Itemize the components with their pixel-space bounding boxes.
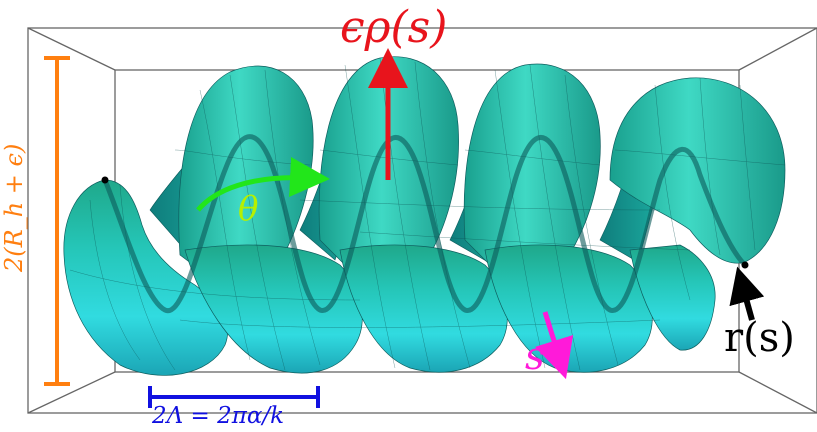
centerline-label: r(s) [724,315,795,361]
height-bracket [44,56,70,386]
helix-centerline [102,134,747,314]
arclength-arrow [534,311,574,380]
height-label: 2(R_h + ϵ) [0,143,28,272]
end-point [741,261,749,269]
start-point [101,176,109,184]
angle-arrow [196,157,330,212]
radius-label: ϵρ(s) [340,2,448,53]
centerline-arrow [729,266,765,321]
arclength-label: s [525,334,545,378]
wavelength-bracket [148,386,320,408]
wavelength-label: 2Λ = 2πα/k [152,403,285,429]
tube-mesh [69,57,786,371]
angle-label: θ [238,189,259,229]
